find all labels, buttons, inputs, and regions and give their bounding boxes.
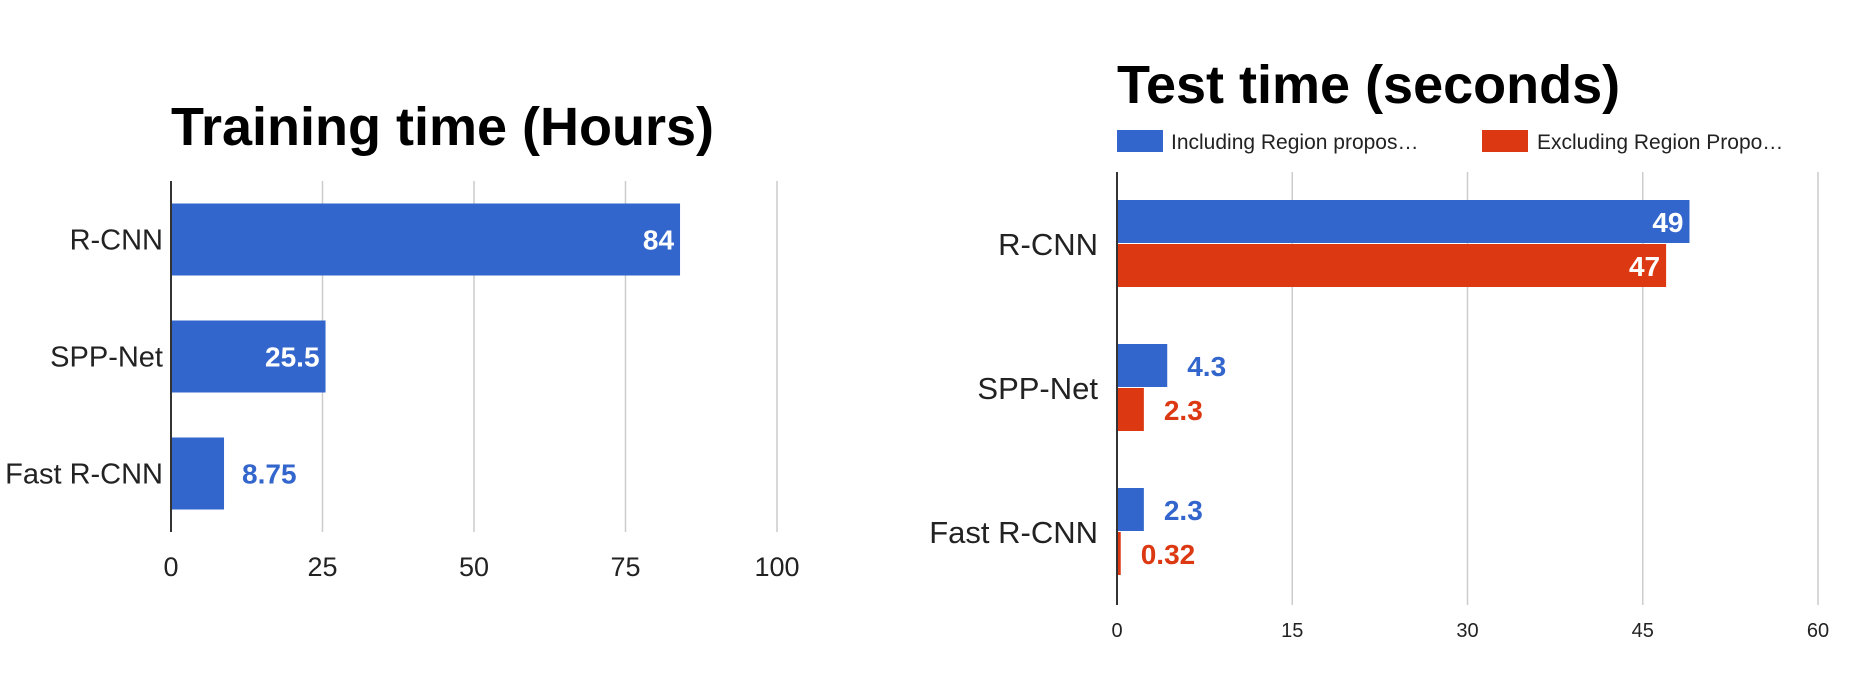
training-x-tick-label: 75	[610, 552, 640, 582]
test-data-label: 2.3	[1164, 495, 1203, 526]
test-category-label: Fast R-CNN	[929, 515, 1098, 550]
training-x-tick-label: 100	[754, 552, 799, 582]
test-bar-r-cnn-excluding	[1117, 244, 1667, 287]
test-bar-spp-net-including	[1117, 344, 1168, 387]
legend-label-including: Including Region propos…	[1171, 131, 1419, 154]
test-category-label: R-CNN	[998, 227, 1098, 262]
test-chart-title: Test time (seconds)	[1117, 55, 1620, 115]
test-bar-fast-r-cnn-excluding	[1117, 532, 1121, 575]
legend-swatch-excluding	[1482, 130, 1528, 152]
training-bar-r-cnn	[171, 203, 681, 276]
training-bar-fast-r-cnn	[171, 437, 225, 510]
test-chart-legend: Including Region propos… Excluding Regio…	[1117, 130, 1783, 154]
training-data-label: 25.5	[265, 342, 320, 373]
training-category-label: Fast R-CNN	[5, 459, 163, 491]
training-time-chart: Training time (Hours) 84 25.5 8.75 R-CNN SP…	[5, 97, 799, 582]
training-bar-spp-net	[171, 320, 326, 393]
training-data-label: 84	[643, 225, 675, 256]
test-x-tick-label: 60	[1807, 620, 1829, 642]
test-data-label: 47	[1629, 251, 1660, 282]
training-category-label: R-CNN	[70, 225, 163, 257]
test-bar-spp-net-excluding	[1117, 388, 1144, 431]
test-x-tick-label: 15	[1281, 620, 1303, 642]
test-data-label: 2.3	[1164, 395, 1203, 426]
training-data-label: 8.75	[242, 459, 297, 490]
test-category-label: SPP-Net	[977, 371, 1098, 406]
test-data-label: 49	[1652, 207, 1683, 238]
test-x-tick-label: 30	[1456, 620, 1478, 642]
test-x-tick-label: 0	[1111, 620, 1122, 642]
legend-swatch-including	[1117, 130, 1163, 152]
test-x-tick-label: 45	[1632, 620, 1654, 642]
training-chart-title: Training time (Hours)	[171, 97, 714, 157]
test-time-chart: Test time (seconds) Including Region pro…	[929, 55, 1829, 642]
training-category-label: SPP-Net	[50, 342, 163, 374]
test-data-label: 4.3	[1187, 351, 1226, 382]
test-bar-fast-r-cnn-including	[1117, 488, 1144, 531]
training-x-tick-label: 0	[163, 552, 178, 582]
test-bar-r-cnn-including	[1117, 200, 1690, 243]
training-x-tick-label: 25	[307, 552, 337, 582]
legend-label-excluding: Excluding Region Propo…	[1537, 131, 1783, 154]
training-x-tick-label: 50	[459, 552, 489, 582]
test-data-label: 0.32	[1141, 539, 1196, 570]
